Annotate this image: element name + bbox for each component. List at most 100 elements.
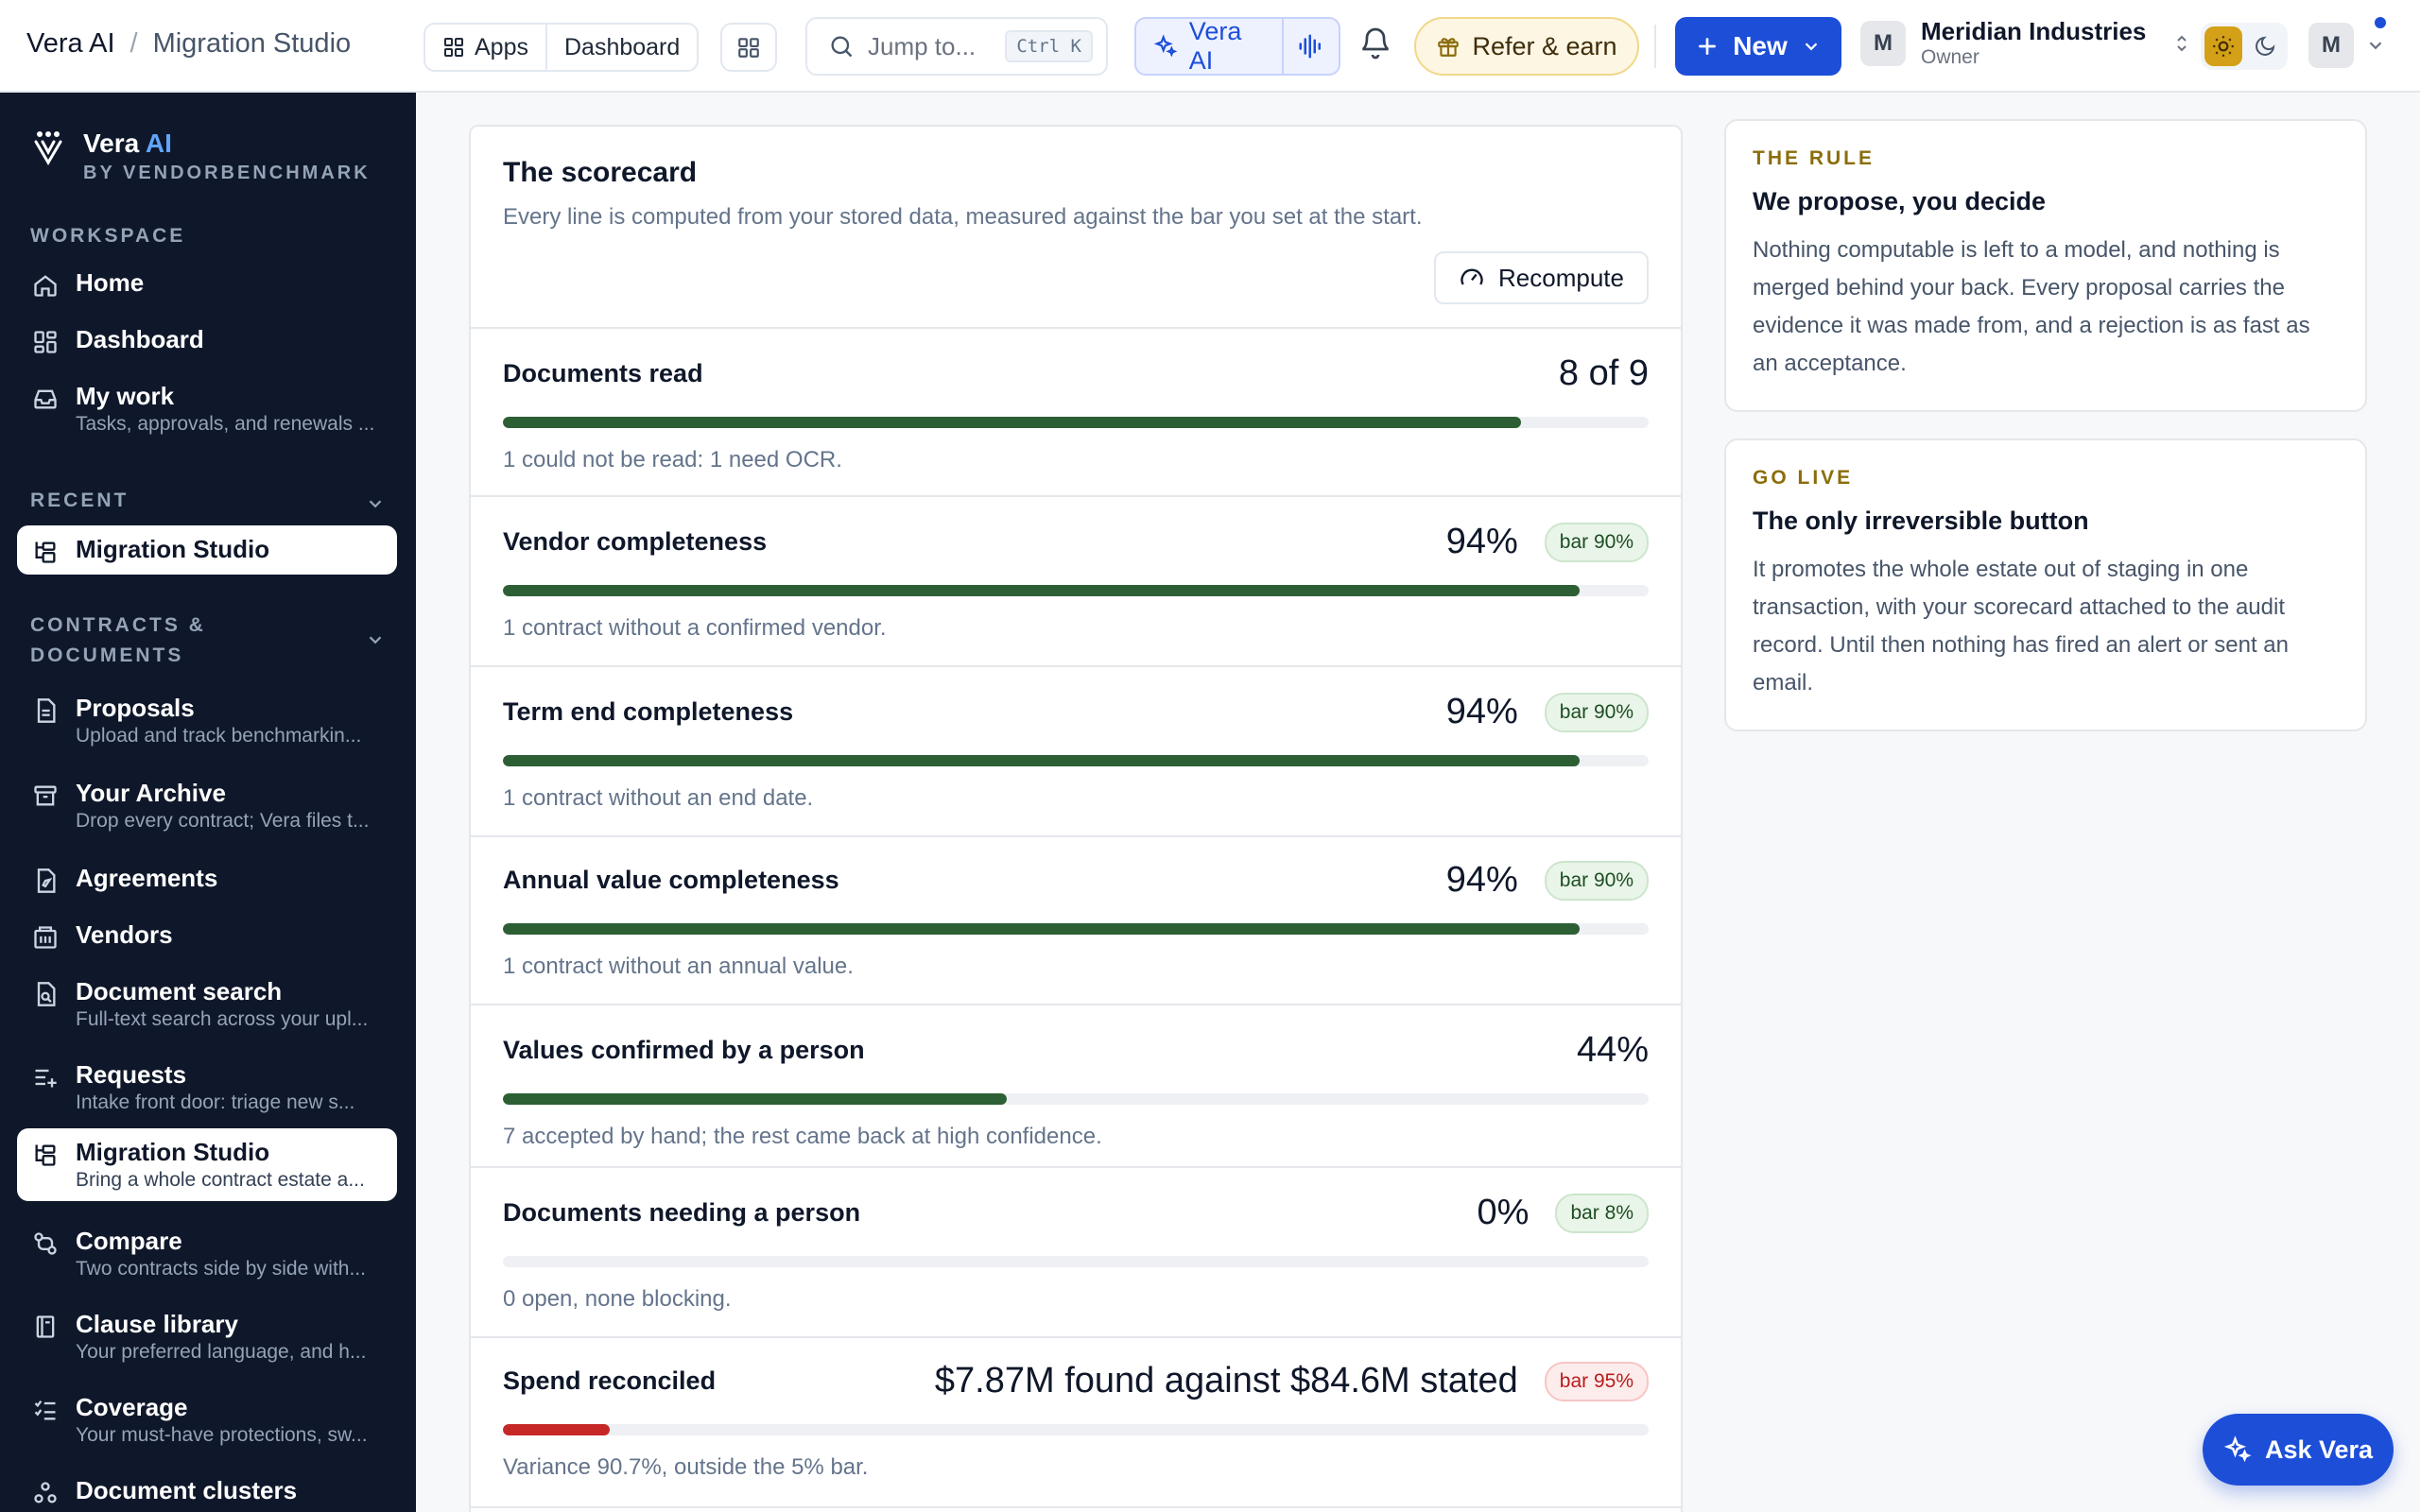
sidebar-item-archive[interactable]: Your Archive Drop every contract; Vera f… [17, 769, 397, 842]
sidebar-item-label: My work [76, 382, 175, 410]
sidebar-item-coverage[interactable]: Coverage Your must-have protections, sw.… [17, 1383, 397, 1456]
refer-label: Refer & earn [1472, 31, 1617, 60]
metric-note: 1 contract without a confirmed vendor. [503, 615, 887, 641]
metric-label: Annual value completeness [503, 866, 839, 894]
sidebar-item-document-clusters[interactable]: Document clusters [17, 1467, 397, 1512]
metric-label: Spend reconciled [503, 1366, 717, 1395]
sidebar-item-document-search[interactable]: Document search Full-text search across … [17, 968, 397, 1040]
chevron-down-icon[interactable] [365, 629, 386, 650]
metric-value: $7.87M found against $84.6M stated [934, 1361, 1518, 1400]
panel-body: It promotes the whole estate out of stag… [1753, 557, 2289, 696]
sidebar-item-my-work[interactable]: My work Tasks, approvals, and renewals .… [17, 372, 397, 445]
metric-progress-track [503, 1093, 1649, 1105]
sidebar-item-vendors[interactable]: Vendors [17, 911, 397, 960]
sidebar-item-label: Your Archive [76, 779, 226, 807]
inbox-icon [34, 389, 57, 409]
user-avatar: M [2308, 23, 2354, 68]
vera-logo-icon [34, 131, 62, 165]
apps-label: Apps [475, 33, 528, 60]
checklist-icon [34, 1400, 56, 1420]
scorecard-header: The scorecard Every line is computed fro… [471, 127, 1681, 329]
bell-icon [1361, 27, 1390, 60]
sidebar-recent-migration-studio[interactable]: Migration Studio [17, 525, 397, 575]
book-icon [36, 1315, 55, 1338]
sidebar-item-compare[interactable]: Compare Two contracts side by side with.… [17, 1217, 397, 1290]
metric-progress-track [503, 1424, 1649, 1435]
metric-term-end-completeness: Term end completeness 94% bar 90% 1 cont… [471, 667, 1681, 837]
dashboard-icon [34, 331, 57, 353]
metric-progress-track [503, 417, 1649, 428]
rule-panel: THE RULE We propose, you decide Nothing … [1724, 119, 2367, 412]
threshold-badge: bar 90% [1544, 860, 1649, 901]
sidebar-item-desc: Your preferred language, and h... [76, 1341, 367, 1363]
scorecard-card: The scorecard Every line is computed fro… [469, 125, 1683, 1512]
refer-earn-button[interactable]: Refer & earn [1414, 17, 1639, 76]
metric-values-confirmed: Values confirmed by a person 44% 7 accep… [471, 1005, 1681, 1168]
breadcrumb-separator: / [130, 28, 138, 59]
sidebar-item-home[interactable]: Home [17, 259, 397, 308]
gift-icon [1438, 38, 1460, 57]
org-info: Meridian Industries Owner [1921, 17, 2146, 69]
panel-title: The only irreversible button [1753, 507, 2089, 535]
user-menu[interactable]: M [2308, 17, 2386, 68]
metric-note: 1 could not be read: 1 need OCR. [503, 447, 842, 472]
audio-wave-icon [1299, 34, 1321, 59]
brand-name: Vera AI [83, 129, 172, 158]
sidebar-item-migration-studio[interactable]: Migration Studio Bring a whole contract … [17, 1128, 397, 1201]
new-label: New [1733, 31, 1788, 60]
ask-vera-button[interactable]: Ask Vera [2203, 1414, 2394, 1486]
metric-progress-fill [503, 1424, 610, 1435]
voice-button[interactable] [1282, 19, 1339, 74]
dashboard-label: Dashboard [563, 33, 681, 60]
recompute-button[interactable]: Recompute [1434, 251, 1649, 304]
sidebar-item-desc: Drop every contract; Vera files t... [76, 810, 370, 832]
metric-label: Documents needing a person [503, 1198, 861, 1227]
dashboard-button[interactable]: Dashboard [544, 25, 697, 70]
recompute-label: Recompute [1498, 263, 1624, 292]
vera-ai-button[interactable]: Vera AI [1134, 17, 1340, 76]
breadcrumb: Vera AI / Migration Studio [26, 28, 351, 60]
sidebar-item-desc: Upload and track benchmarkin... [76, 725, 362, 747]
threshold-badge: bar 90% [1544, 692, 1649, 732]
metric-value: 44% [1576, 1030, 1649, 1070]
sidebar-item-agreements[interactable]: Agreements [17, 854, 397, 903]
threshold-badge: bar 95% [1544, 1361, 1649, 1401]
vera-ai-main[interactable]: Vera AI [1136, 17, 1282, 75]
metric-label: Values confirmed by a person [503, 1036, 865, 1064]
sidebar-item-clause-library[interactable]: Clause library Your preferred language, … [17, 1300, 397, 1373]
metric-progress-fill [503, 755, 1581, 766]
sidebar-item-label: Requests [76, 1060, 187, 1089]
dark-mode-button[interactable] [2246, 26, 2284, 66]
breadcrumb-page: Migration Studio [152, 28, 352, 59]
panel-body: Nothing computable is left to a model, a… [1753, 237, 2310, 376]
migration-icon [35, 541, 56, 563]
org-switcher[interactable]: M Meridian Industries Owner [1860, 17, 2193, 69]
file-search-icon [37, 982, 56, 1006]
sidebar-item-label: Home [76, 268, 145, 297]
brand[interactable]: Vera AI BY VENDORBENCHMARK [32, 129, 371, 184]
panel-kicker: THE RULE [1753, 147, 1875, 169]
light-mode-button[interactable] [2204, 26, 2242, 66]
sparkles-icon [1153, 34, 1178, 58]
org-name: Meridian Industries [1921, 17, 2147, 45]
breadcrumb-app[interactable]: Vera AI [26, 28, 115, 59]
metric-note: 1 contract without an annual value. [503, 954, 854, 979]
notifications-button[interactable] [1358, 26, 1392, 65]
sidebar-item-label: Migration Studio [76, 1138, 270, 1166]
metric-progress-fill [503, 417, 1522, 428]
list-plus-icon [35, 1069, 57, 1088]
metric-value: 8 of 9 [1558, 353, 1649, 393]
sidebar-item-dashboard[interactable]: Dashboard [17, 316, 397, 365]
top-bar: Vera AI / Migration Studio Apps Dashboar… [0, 0, 2420, 93]
metric-value: 94% [1445, 860, 1518, 900]
apps-button[interactable]: Apps [425, 25, 545, 70]
layout-grid-button[interactable] [720, 23, 777, 72]
sidebar-item-proposals[interactable]: Proposals Upload and track benchmarkin..… [17, 684, 397, 757]
theme-toggle[interactable] [2201, 23, 2288, 70]
chevron-down-icon[interactable] [365, 493, 386, 514]
metric-progress-fill [503, 1093, 1008, 1105]
jump-search[interactable]: Jump to... Ctrl K [805, 17, 1108, 76]
new-button[interactable]: New [1675, 17, 1841, 76]
sidebar-item-requests[interactable]: Requests Intake front door: triage new s… [17, 1051, 397, 1124]
section-workspace: WORKSPACE [30, 225, 186, 247]
